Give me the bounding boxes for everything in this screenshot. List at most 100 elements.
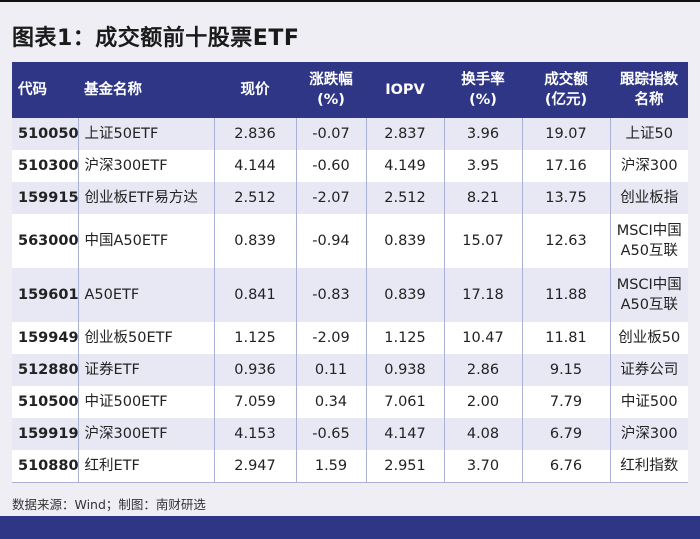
cell-index-name: 证券公司 bbox=[609, 354, 688, 386]
cell-code: 510300 bbox=[12, 150, 79, 182]
header-index-name: 跟踪指数 名称 bbox=[610, 62, 688, 118]
cell-iopv: 0.938 bbox=[365, 354, 444, 386]
footer-bar bbox=[0, 516, 700, 539]
cell-name: 中国A50ETF bbox=[77, 214, 214, 268]
table-row: 159949 创业板50ETF 1.125 -2.09 1.125 10.47 11.81 创… bbox=[12, 322, 688, 354]
cell-iopv: 4.149 bbox=[365, 150, 444, 182]
header-volume: 成交额 (亿元) bbox=[522, 62, 610, 118]
header-price: 现价 bbox=[214, 62, 296, 118]
table-row: 563000 中国A50ETF 0.839 -0.94 0.839 15.07 12.63 M… bbox=[12, 214, 688, 268]
cell-volume: 7.79 bbox=[521, 386, 610, 418]
cell-change: -0.83 bbox=[295, 268, 366, 322]
cell-change: 0.11 bbox=[295, 354, 366, 386]
cell-price: 2.836 bbox=[213, 118, 296, 150]
cell-volume: 6.76 bbox=[521, 450, 610, 483]
cell-index-name: 沪深300 bbox=[609, 150, 688, 182]
cell-change: 1.59 bbox=[295, 450, 366, 483]
cell-iopv: 1.125 bbox=[365, 322, 444, 354]
cell-index-name: 创业板指 bbox=[609, 182, 688, 214]
cell-turnover: 3.96 bbox=[443, 118, 522, 150]
table-row: 159601 A50ETF 0.841 -0.83 0.839 17.18 11.88 MSC… bbox=[12, 268, 688, 322]
cell-price: 1.125 bbox=[213, 322, 296, 354]
cell-volume: 13.75 bbox=[521, 182, 610, 214]
table-row: 510300 沪深300ETF 4.144 -0.60 4.149 3.95 17.16 沪深… bbox=[12, 150, 688, 182]
cell-code: 510880 bbox=[12, 450, 79, 483]
cell-turnover: 3.95 bbox=[443, 150, 522, 182]
cell-change: -0.60 bbox=[295, 150, 366, 182]
cell-code: 159915 bbox=[12, 182, 79, 214]
cell-change: -0.65 bbox=[295, 418, 366, 450]
header-fund-name: 基金名称 bbox=[78, 62, 214, 118]
cell-iopv: 7.061 bbox=[365, 386, 444, 418]
cell-iopv: 2.837 bbox=[365, 118, 444, 150]
cell-turnover: 2.00 bbox=[443, 386, 522, 418]
data-source-note: 数据来源：Wind；制图：南财研选 bbox=[12, 497, 206, 512]
table-row: 510880 红利ETF 2.947 1.59 2.951 3.70 6.76 红利指数 bbox=[12, 450, 688, 483]
cell-name: 沪深300ETF bbox=[77, 418, 214, 450]
cell-iopv: 0.839 bbox=[365, 268, 444, 322]
cell-price: 0.936 bbox=[213, 354, 296, 386]
cell-turnover: 15.07 bbox=[443, 214, 522, 268]
cell-index-name: 沪深300 bbox=[609, 418, 688, 450]
header-change: 涨跌幅 (%) bbox=[296, 62, 366, 118]
cell-volume: 6.79 bbox=[521, 418, 610, 450]
cell-change: -0.94 bbox=[295, 214, 366, 268]
cell-change: -0.07 bbox=[295, 118, 366, 150]
cell-volume: 9.15 bbox=[521, 354, 610, 386]
etf-table: 代码 基金名称 现价 涨跌幅 (%) IOPV 换手率 (%) 成交额 (亿元) 跟踪… bbox=[12, 62, 688, 483]
cell-index-name: 创业板50 bbox=[609, 322, 688, 354]
cell-price: 4.153 bbox=[213, 418, 296, 450]
cell-name: 红利ETF bbox=[77, 450, 214, 483]
cell-turnover: 4.08 bbox=[443, 418, 522, 450]
header-turnover: 换手率 (%) bbox=[444, 62, 522, 118]
cell-volume: 11.81 bbox=[521, 322, 610, 354]
cell-index-name: MSCI中国 A50互联 bbox=[609, 214, 688, 268]
cell-change: 0.34 bbox=[295, 386, 366, 418]
cell-volume: 11.88 bbox=[521, 268, 610, 322]
cell-name: 沪深300ETF bbox=[77, 150, 214, 182]
cell-turnover: 2.86 bbox=[443, 354, 522, 386]
cell-name: 证券ETF bbox=[77, 354, 214, 386]
cell-index-name: 红利指数 bbox=[609, 450, 688, 483]
cell-name: 中证500ETF bbox=[77, 386, 214, 418]
cell-name: 上证50ETF bbox=[77, 118, 214, 150]
cell-code: 512880 bbox=[12, 354, 79, 386]
cell-iopv: 4.147 bbox=[365, 418, 444, 450]
table-row: 159919 沪深300ETF 4.153 -0.65 4.147 4.08 6.79 沪深3… bbox=[12, 418, 688, 450]
table-row: 510050 上证50ETF 2.836 -0.07 2.837 3.96 19.07 上证5… bbox=[12, 118, 688, 150]
cell-code: 159601 bbox=[12, 268, 79, 322]
cell-turnover: 10.47 bbox=[443, 322, 522, 354]
cell-index-name: 上证50 bbox=[609, 118, 688, 150]
header-code: 代码 bbox=[12, 62, 78, 118]
figure-title: 图表1：成交额前十股票ETF bbox=[12, 26, 300, 51]
cell-index-name: 中证500 bbox=[609, 386, 688, 418]
cell-index-name: MSCI中国 A50互联 bbox=[609, 268, 688, 322]
table-header-row: 代码 基金名称 现价 涨跌幅 (%) IOPV 换手率 (%) 成交额 (亿元) 跟踪… bbox=[12, 62, 688, 118]
cell-name: A50ETF bbox=[77, 268, 214, 322]
cell-name: 创业板ETF易方达 bbox=[77, 182, 214, 214]
cell-code: 159949 bbox=[12, 322, 79, 354]
cell-code: 510050 bbox=[12, 118, 79, 150]
cell-volume: 19.07 bbox=[521, 118, 610, 150]
cell-code: 510500 bbox=[12, 386, 79, 418]
cell-turnover: 8.21 bbox=[443, 182, 522, 214]
table-row: 510500 中证500ETF 7.059 0.34 7.061 2.00 7.79 中证50… bbox=[12, 386, 688, 418]
table-row: 512880 证券ETF 0.936 0.11 0.938 2.86 9.15 证券公司 bbox=[12, 354, 688, 386]
cell-price: 2.947 bbox=[213, 450, 296, 483]
cell-price: 7.059 bbox=[213, 386, 296, 418]
cell-iopv: 2.512 bbox=[365, 182, 444, 214]
cell-iopv: 2.951 bbox=[365, 450, 444, 483]
cell-turnover: 17.18 bbox=[443, 268, 522, 322]
cell-price: 2.512 bbox=[213, 182, 296, 214]
header-iopv: IOPV bbox=[366, 62, 444, 118]
cell-price: 0.839 bbox=[213, 214, 296, 268]
cell-volume: 17.16 bbox=[521, 150, 610, 182]
cell-price: 4.144 bbox=[213, 150, 296, 182]
cell-change: -2.07 bbox=[295, 182, 366, 214]
cell-code: 159919 bbox=[12, 418, 79, 450]
cell-price: 0.841 bbox=[213, 268, 296, 322]
cell-change: -2.09 bbox=[295, 322, 366, 354]
cell-volume: 12.63 bbox=[521, 214, 610, 268]
cell-iopv: 0.839 bbox=[365, 214, 444, 268]
cell-name: 创业板50ETF bbox=[77, 322, 214, 354]
